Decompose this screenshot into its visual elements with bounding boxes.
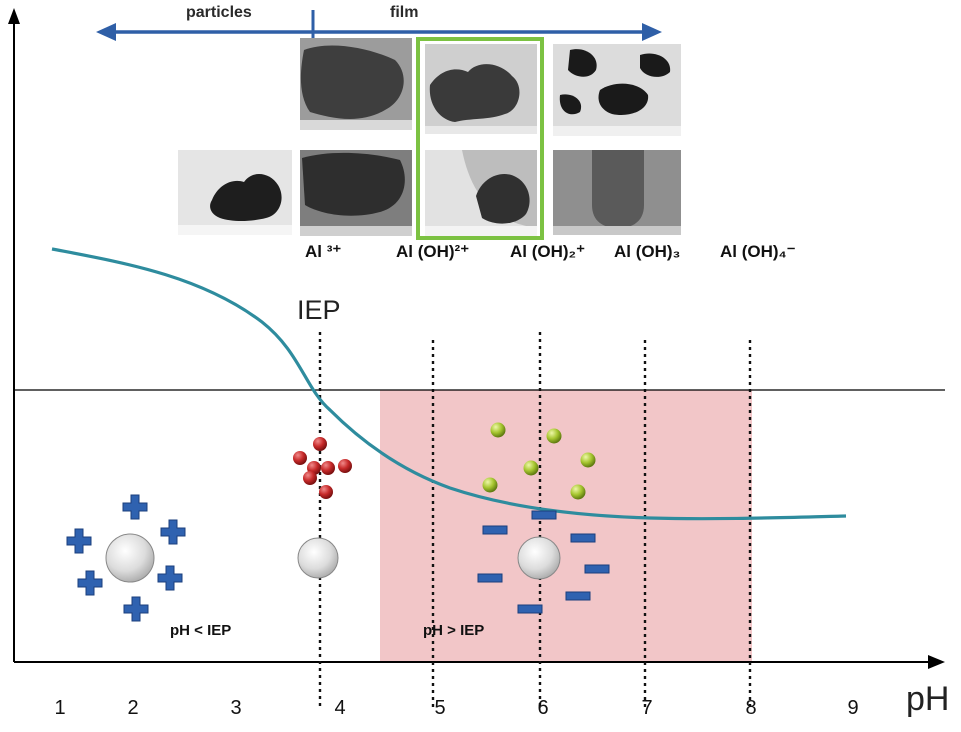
minus-icon	[584, 564, 610, 574]
arrow-right-head	[642, 23, 662, 41]
green-ion	[490, 422, 506, 438]
particle-sphere	[105, 533, 155, 583]
x-axis-arrowhead	[928, 655, 945, 669]
arrow-left-head	[96, 23, 116, 41]
plus-icon	[160, 519, 186, 545]
particle-sphere	[297, 537, 339, 579]
red-ions	[293, 437, 352, 499]
x-tick-3: 3	[230, 697, 242, 719]
plus-icons	[66, 494, 186, 622]
x-tick-2: 2	[127, 697, 139, 719]
plus-icon	[66, 528, 92, 554]
x-tick-4: 4	[334, 697, 346, 719]
film-label: film	[390, 4, 419, 21]
x-tick-5: 5	[434, 697, 446, 719]
iep-label: IEP	[297, 295, 341, 325]
y-axis-arrowhead	[8, 8, 20, 24]
minus-icons	[477, 510, 610, 614]
x-tick-7: 7	[641, 697, 653, 719]
highlight-frame	[416, 37, 544, 240]
green-ion	[523, 460, 539, 476]
ph-gridlines	[318, 332, 752, 710]
minus-icon	[531, 510, 557, 520]
particles-label: particles	[186, 4, 252, 21]
x-tick-9: 9	[847, 697, 859, 719]
plus-icon	[77, 570, 103, 596]
green-ion	[570, 484, 586, 500]
negative-particle-group	[477, 422, 610, 614]
tem-micrographs	[178, 37, 681, 240]
plus-icon	[157, 565, 183, 591]
minus-icon	[477, 573, 503, 583]
x-tick-1: 1	[54, 697, 66, 719]
tem-image-aloh-top	[425, 44, 537, 134]
x-tick-8: 8	[745, 697, 757, 719]
red-ion	[293, 451, 307, 465]
species-label-aloh2plus: Al (OH)²⁺	[396, 242, 470, 261]
green-ion	[482, 477, 498, 493]
minus-icon	[482, 525, 508, 535]
red-ion	[338, 459, 352, 473]
plus-icon	[123, 596, 149, 622]
red-ion	[321, 461, 335, 475]
red-ion	[303, 471, 317, 485]
region-label-below-iep: pH < IEP	[170, 622, 232, 639]
particle-sphere	[517, 536, 561, 580]
tem-image-al3-bottom	[300, 150, 412, 236]
red-ion	[319, 485, 333, 499]
green-ions	[482, 422, 596, 500]
minus-icon	[565, 591, 591, 601]
species-label-aloh2: Al (OH)₂⁺	[510, 242, 586, 261]
tem-image-aloh3-bottom	[553, 150, 681, 235]
green-ion	[546, 428, 562, 444]
red-ion	[313, 437, 327, 451]
tem-image-aloh-bottom	[425, 150, 537, 236]
species-label-aloh3: Al (OH)₃	[614, 242, 681, 261]
species-label-al3: Al ³⁺	[305, 242, 342, 261]
iep-particle-group	[293, 437, 352, 579]
minus-icon	[570, 533, 596, 543]
x-axis-label: pH	[906, 680, 950, 718]
tem-image-al3-top	[300, 38, 412, 130]
region-label-above-iep: pH > IEP	[423, 622, 485, 639]
tem-image-al3-left	[178, 150, 292, 235]
minus-icon	[517, 604, 543, 614]
x-tick-6: 6	[537, 697, 549, 719]
green-ion	[580, 452, 596, 468]
species-label-aloh4: Al (OH)₄⁻	[720, 242, 796, 261]
zeta-potential-curve	[51, 247, 847, 521]
plus-icon	[122, 494, 148, 520]
tem-image-aloh3-top	[553, 44, 681, 136]
shaded-region	[380, 390, 752, 662]
positive-particle-group	[66, 494, 186, 622]
